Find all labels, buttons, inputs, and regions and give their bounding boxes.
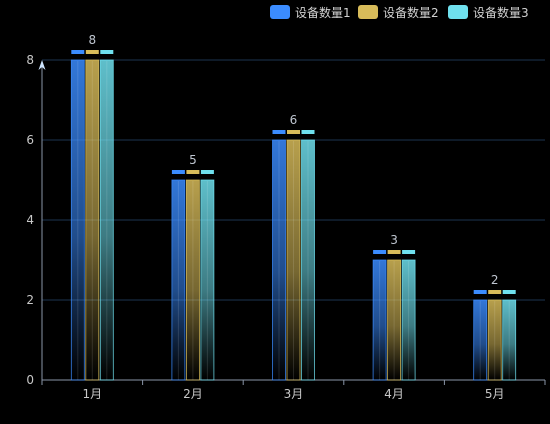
data-label: 6 [290, 113, 298, 127]
bar[interactable] [70, 59, 85, 381]
bar-cap [171, 170, 185, 174]
x-tick-label: 5月 [485, 387, 505, 401]
legend-swatch [270, 5, 290, 19]
bar-cap [301, 130, 315, 134]
legend-label: 设备数量2 [383, 5, 439, 20]
y-tick-label: 2 [26, 293, 34, 307]
data-label: 5 [189, 153, 197, 167]
x-tick-label: 1月 [82, 387, 102, 401]
bar[interactable] [272, 139, 286, 381]
legend-label: 设备数量3 [473, 5, 529, 20]
bar-cap [100, 50, 114, 54]
bar-cap [272, 130, 286, 134]
legend-item[interactable]: 设备数量1 [270, 5, 351, 20]
data-label: 2 [491, 273, 499, 287]
bar-layer [70, 50, 517, 381]
x-tick-label: 2月 [183, 387, 203, 401]
bar[interactable] [487, 299, 502, 381]
legend-item[interactable]: 设备数量3 [448, 5, 529, 20]
bar-cap [502, 290, 516, 294]
bar-cap [488, 290, 502, 294]
bar-cap [287, 130, 300, 134]
legend-swatch [358, 5, 378, 19]
bar[interactable] [85, 59, 100, 381]
y-tick-label: 0 [26, 373, 34, 387]
bar[interactable] [200, 179, 215, 381]
bar-cap [71, 50, 85, 54]
legend: 设备数量1 设备数量2 设备数量3 [270, 5, 529, 20]
y-tick-label: 4 [26, 213, 34, 227]
bar-cap [200, 170, 214, 174]
data-label: 8 [88, 33, 96, 47]
bar-cap [473, 290, 487, 294]
y-tick-label: 8 [26, 53, 34, 67]
legend-swatch [448, 5, 468, 19]
data-label-layer: 8 5 6 3 2 [88, 33, 498, 287]
x-tick-label: 3月 [284, 387, 304, 401]
legend-item[interactable]: 设备数量2 [358, 5, 439, 20]
bar[interactable] [185, 179, 200, 381]
bar-cap [387, 250, 401, 254]
bar[interactable] [502, 299, 517, 381]
legend-label: 设备数量1 [295, 5, 351, 20]
bar[interactable] [387, 259, 402, 381]
bar[interactable] [301, 139, 315, 381]
x-tick-label: 4月 [384, 387, 404, 401]
bar-cap [373, 250, 387, 254]
y-axis-arrow-icon [38, 60, 46, 70]
bar[interactable] [286, 139, 301, 381]
y-tick-label: 6 [26, 133, 34, 147]
bar[interactable] [473, 299, 488, 381]
bar-cap [85, 50, 99, 54]
data-label: 3 [390, 233, 398, 247]
bar[interactable] [99, 59, 114, 381]
bar[interactable] [401, 259, 416, 381]
bar[interactable] [171, 179, 186, 381]
bar[interactable] [372, 259, 387, 381]
bar-cap [402, 250, 416, 254]
bar-cap [186, 170, 200, 174]
